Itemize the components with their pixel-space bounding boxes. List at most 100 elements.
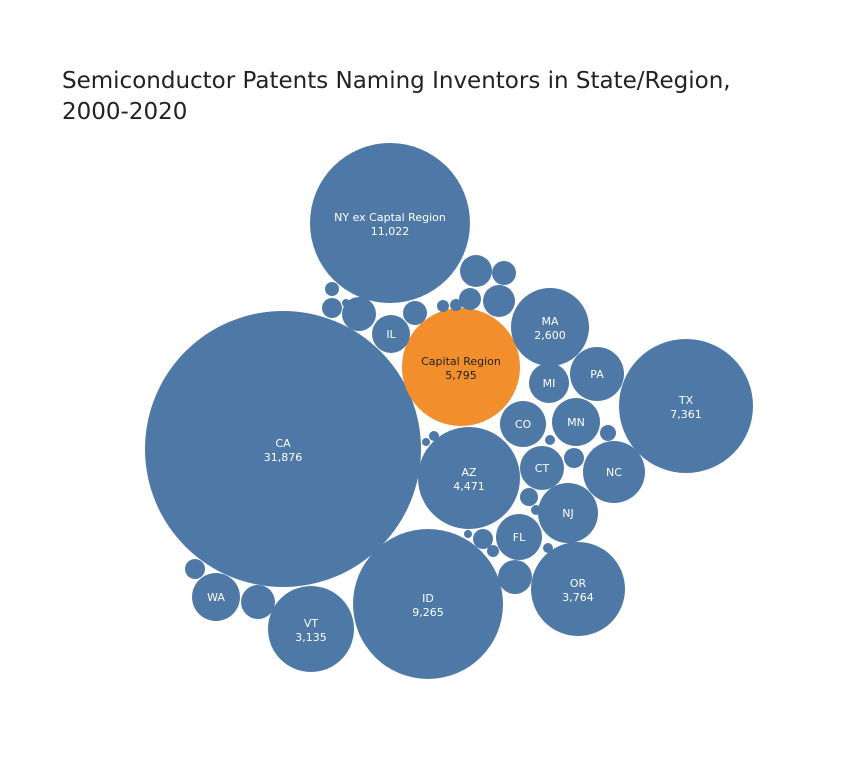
bubble-mark[interactable] — [192, 573, 240, 621]
bubble-unlabeled-24[interactable] — [492, 261, 516, 285]
bubble-value-label: 7,361 — [670, 408, 702, 421]
bubble-mark[interactable] — [342, 297, 376, 331]
bubble-or[interactable]: OR3,764 — [531, 542, 625, 636]
bubble-wa[interactable]: WA — [192, 573, 240, 621]
bubble-unlabeled-43[interactable] — [342, 299, 350, 307]
bubble-id[interactable]: ID9,265 — [353, 529, 503, 679]
bubble-mark[interactable] — [545, 435, 555, 445]
bubble-mark[interactable] — [520, 488, 538, 506]
bubble-co[interactable]: CO — [500, 401, 546, 447]
bubble-az[interactable]: AZ4,471 — [418, 427, 520, 529]
bubble-mark[interactable] — [459, 288, 481, 310]
bubble-unlabeled-29[interactable] — [473, 529, 493, 549]
bubble-mark[interactable] — [531, 542, 625, 636]
bubble-mark[interactable] — [325, 282, 339, 296]
bubble-unlabeled-40[interactable] — [545, 435, 555, 445]
bubble-mark[interactable] — [310, 143, 470, 303]
bubble-value-label: 4,471 — [453, 480, 485, 493]
bubble-unlabeled-41[interactable] — [531, 505, 541, 515]
bubble-unlabeled-22[interactable] — [460, 255, 492, 287]
bubble-mark[interactable] — [619, 339, 753, 473]
bubble-mark[interactable] — [437, 300, 449, 312]
bubble-mark[interactable] — [241, 585, 275, 619]
bubble-unlabeled-35[interactable] — [450, 299, 462, 311]
bubble-il[interactable]: IL — [372, 315, 410, 353]
bubble-mark[interactable] — [422, 438, 430, 446]
bubble-mark[interactable] — [483, 285, 515, 317]
bubble-mark[interactable] — [583, 441, 645, 503]
bubble-mark[interactable] — [538, 483, 598, 543]
bubble-mark[interactable] — [487, 545, 499, 557]
bubble-mark[interactable] — [185, 559, 205, 579]
bubble-mark[interactable] — [492, 261, 516, 285]
bubble-nj[interactable]: NJ — [538, 483, 598, 543]
bubble-mark[interactable] — [268, 586, 354, 672]
bubble-mark[interactable] — [564, 448, 584, 468]
bubble-mark[interactable] — [460, 255, 492, 287]
bubble-value-label: 31,876 — [264, 451, 303, 464]
bubble-label: NJ — [562, 507, 573, 520]
bubble-mark[interactable] — [520, 446, 564, 490]
bubble-value-label: 9,265 — [412, 606, 444, 619]
bubble-mark[interactable] — [543, 543, 553, 553]
bubble-mark[interactable] — [372, 315, 410, 353]
bubble-unlabeled-36[interactable] — [429, 431, 439, 441]
bubble-mark[interactable] — [322, 298, 342, 318]
bubble-mark[interactable] — [473, 529, 493, 549]
bubble-pa[interactable]: PA — [570, 347, 624, 401]
bubble-mark[interactable] — [529, 363, 569, 403]
bubble-unlabeled-39[interactable] — [543, 543, 553, 553]
bubble-mark[interactable] — [429, 431, 439, 441]
bubble-mark[interactable] — [342, 299, 350, 307]
bubble-unlabeled-26[interactable] — [403, 301, 427, 325]
bubble-ct[interactable]: CT — [520, 446, 564, 490]
bubble-mark[interactable] — [353, 529, 503, 679]
bubble-label: CO — [515, 418, 532, 431]
bubble-tx[interactable]: TX7,361 — [619, 339, 753, 473]
bubble-mark[interactable] — [464, 530, 472, 538]
bubble-mark[interactable] — [145, 311, 421, 587]
bubble-unlabeled-31[interactable] — [564, 448, 584, 468]
bubble-label: NC — [606, 466, 622, 479]
bubble-unlabeled-27[interactable] — [322, 298, 342, 318]
bubble-label: VT — [304, 617, 319, 630]
bubble-unlabeled-33[interactable] — [325, 282, 339, 296]
bubble-mark[interactable] — [450, 299, 462, 311]
bubble-unlabeled-20[interactable] — [498, 560, 532, 594]
bubble-fl[interactable]: FL — [496, 514, 542, 560]
bubble-unlabeled-19[interactable] — [241, 585, 275, 619]
bubble-mark[interactable] — [531, 505, 541, 515]
bubble-unlabeled-34[interactable] — [437, 300, 449, 312]
bubble-unlabeled-37[interactable] — [422, 438, 430, 446]
bubble-unlabeled-23[interactable] — [483, 285, 515, 317]
bubble-unlabeled-38[interactable] — [487, 545, 499, 557]
bubble-unlabeled-28[interactable] — [185, 559, 205, 579]
bubble-unlabeled-25[interactable] — [459, 288, 481, 310]
bubble-unlabeled-21[interactable] — [342, 297, 376, 331]
bubble-mark[interactable] — [511, 288, 589, 366]
bubble-ma[interactable]: MA2,600 — [511, 288, 589, 366]
bubble-mark[interactable] — [552, 398, 600, 446]
bubble-value-label: 3,135 — [295, 631, 327, 644]
bubble-mark[interactable] — [500, 401, 546, 447]
bubble-mi[interactable]: MI — [529, 363, 569, 403]
bubble-mark[interactable] — [418, 427, 520, 529]
bubble-vt[interactable]: VT3,135 — [268, 586, 354, 672]
bubble-label: MA — [541, 315, 558, 328]
bubble-mark[interactable] — [496, 514, 542, 560]
bubble-nc[interactable]: NC — [583, 441, 645, 503]
bubble-unlabeled-30[interactable] — [520, 488, 538, 506]
bubble-mark[interactable] — [600, 425, 616, 441]
bubble-mark[interactable] — [570, 347, 624, 401]
bubble-unlabeled-32[interactable] — [600, 425, 616, 441]
bubble-mark[interactable] — [498, 560, 532, 594]
bubble-mark[interactable] — [403, 301, 427, 325]
bubble-label: MN — [567, 416, 585, 429]
bubble-unlabeled-42[interactable] — [464, 530, 472, 538]
bubble-mark[interactable] — [402, 308, 520, 426]
bubble-mn[interactable]: MN — [552, 398, 600, 446]
